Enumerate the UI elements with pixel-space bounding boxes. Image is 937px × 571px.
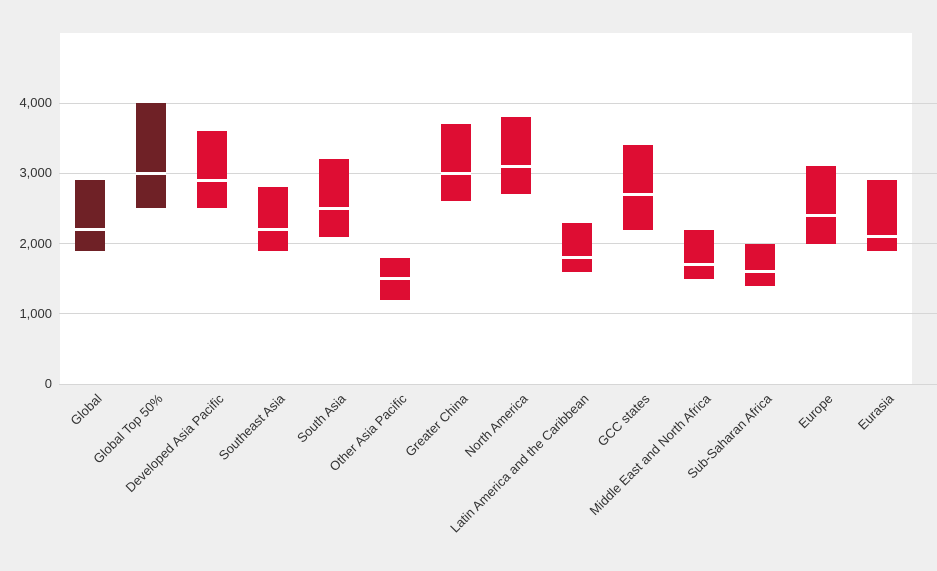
median-line [75, 228, 106, 232]
y-axis-tick-label: 4,000 [19, 95, 52, 111]
gridline [59, 313, 937, 315]
range-bar-global[interactable] [75, 180, 106, 251]
median-line [440, 171, 471, 175]
range-bar-developed-asia-pacific[interactable] [197, 131, 228, 209]
median-line [501, 164, 532, 168]
range-bar-north-america[interactable] [501, 117, 532, 195]
x-axis-label-eurasia: Eurasia [854, 391, 897, 433]
gridline [59, 383, 937, 385]
range-bar-latin-america-and-the-caribbean[interactable] [562, 222, 593, 272]
median-line [197, 178, 228, 182]
gridline [59, 102, 937, 104]
y-axis-tick-label: 0 [44, 376, 52, 391]
y-axis-tick-label: 3,000 [19, 165, 52, 181]
plot-area [60, 33, 912, 384]
range-bar-sub-saharan-africa[interactable] [744, 243, 775, 286]
y-axis-tick-label: 1,000 [19, 305, 52, 321]
range-bar-europe[interactable] [805, 166, 836, 244]
range-bar-middle-east-and-north-africa[interactable] [684, 229, 714, 279]
median-line [318, 206, 349, 210]
median-line [136, 171, 167, 175]
range-bar-other-asia-pacific[interactable] [379, 257, 410, 300]
median-line [623, 192, 654, 196]
range-bar-gcc-states[interactable] [623, 145, 654, 230]
median-line [866, 235, 897, 239]
gridline [59, 243, 937, 245]
range-bar-southeast-asia[interactable] [258, 187, 288, 251]
range-bar-global-top-50[interactable] [136, 103, 167, 209]
range-bar-eurasia[interactable] [866, 180, 897, 251]
gridline [59, 172, 937, 174]
median-line [379, 277, 410, 281]
median-line [258, 228, 288, 232]
median-line [805, 214, 836, 217]
range-bar-greater-china[interactable] [440, 124, 471, 202]
range-bar-south-asia[interactable] [318, 159, 349, 237]
median-line [744, 270, 775, 274]
y-axis-tick-label: 2,000 [19, 235, 52, 251]
median-line [684, 263, 714, 267]
median-line [562, 256, 593, 260]
